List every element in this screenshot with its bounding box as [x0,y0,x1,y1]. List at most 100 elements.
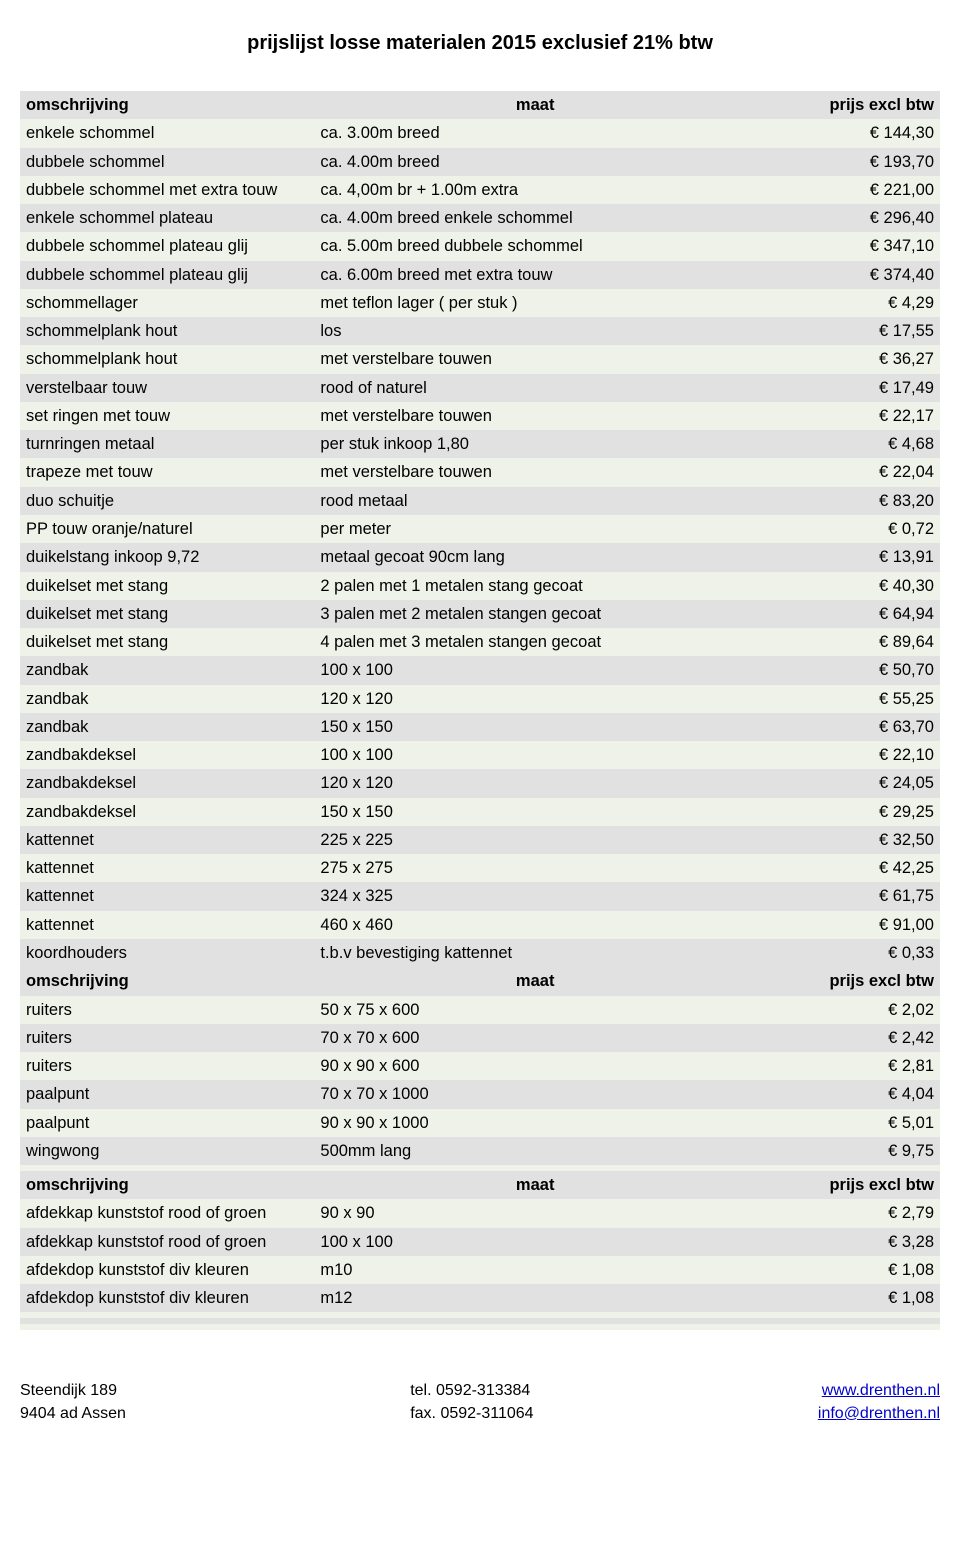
cell-maat: met teflon lager ( per stuk ) [314,289,756,317]
cell-maat: 4 palen met 3 metalen stangen gecoat [314,628,756,656]
footer-email-link[interactable]: info@drenthen.nl [818,1405,940,1422]
cell-omschrijving: paalpunt [20,1080,314,1108]
table-header-row: omschrijvingmaatprijs excl btw [20,967,940,995]
cell-prijs: € 17,49 [756,374,940,402]
cell-omschrijving: kattennet [20,882,314,910]
cell-prijs: € 24,05 [756,769,940,797]
table-row: dubbele schommel plateau glijca. 5.00m b… [20,232,940,260]
table-row: dubbele schommelca. 4.00m breed€ 193,70 [20,148,940,176]
cell-prijs: € 61,75 [756,882,940,910]
cell-prijs: € 144,30 [756,119,940,147]
cell-prijs: € 32,50 [756,826,940,854]
cell-maat: 90 x 90 [314,1199,756,1227]
column-header-maat: maat [314,1171,756,1199]
cell-omschrijving: afdekkap kunststof rood of groen [20,1199,314,1227]
cell-maat: ca. 3.00m breed [314,119,756,147]
cell-omschrijving: PP touw oranje/naturel [20,515,314,543]
cell-maat: ca. 4,00m br + 1.00m extra [314,176,756,204]
table-row: duikelset met stang3 palen met 2 metalen… [20,600,940,628]
cell-omschrijving: koordhouders [20,939,314,967]
cell-prijs: € 63,70 [756,713,940,741]
table-row: ruiters50 x 75 x 600€ 2,02 [20,996,940,1024]
cell-omschrijving: schommelplank hout [20,317,314,345]
table-row: set ringen met touwmet verstelbare touwe… [20,402,940,430]
cell-maat: rood of naturel [314,374,756,402]
cell-maat: ca. 4.00m breed [314,148,756,176]
cell-prijs: € 40,30 [756,572,940,600]
cell-prijs: € 374,40 [756,261,940,289]
cell-prijs [756,1324,940,1330]
cell-omschrijving: duikelset met stang [20,572,314,600]
cell-omschrijving: enkele schommel plateau [20,204,314,232]
cell-omschrijving: dubbele schommel plateau glij [20,261,314,289]
table-row: duikelstang inkoop 9,72metaal gecoat 90c… [20,543,940,571]
table-row: duo schuitjerood metaal€ 83,20 [20,487,940,515]
footer-website-link[interactable]: www.drenthen.nl [822,1382,940,1399]
column-header-omschrijving: omschrijving [20,967,314,995]
column-header-maat: maat [314,967,756,995]
footer-address-line1: Steendijk 189 [20,1380,126,1402]
table-row: verstelbaar touwrood of naturel€ 17,49 [20,374,940,402]
table-row: afdekdop kunststof div kleurenm12€ 1,08 [20,1284,940,1312]
cell-maat: 3 palen met 2 metalen stangen gecoat [314,600,756,628]
cell-omschrijving: duikelset met stang [20,600,314,628]
cell-maat: 70 x 70 x 1000 [314,1080,756,1108]
table-row: dubbele schommel plateau glijca. 6.00m b… [20,261,940,289]
cell-maat: 500mm lang [314,1137,756,1165]
cell-omschrijving: set ringen met touw [20,402,314,430]
cell-omschrijving: turnringen metaal [20,430,314,458]
cell-omschrijving: enkele schommel [20,119,314,147]
column-header-prijs: prijs excl btw [756,91,940,119]
cell-prijs: € 221,00 [756,176,940,204]
cell-prijs: € 83,20 [756,487,940,515]
column-header-maat: maat [314,91,756,119]
table-row: PP touw oranje/naturelper meter€ 0,72 [20,515,940,543]
cell-maat: m12 [314,1284,756,1312]
table-row: trapeze met touwmet verstelbare touwen€ … [20,458,940,486]
cell-omschrijving: ruiters [20,996,314,1024]
cell-omschrijving: verstelbaar touw [20,374,314,402]
cell-prijs: € 0,72 [756,515,940,543]
cell-prijs: € 347,10 [756,232,940,260]
cell-omschrijving [20,1324,314,1330]
cell-prijs: € 4,68 [756,430,940,458]
table-row: afdekkap kunststof rood of groen100 x 10… [20,1228,940,1256]
cell-maat: ca. 6.00m breed met extra touw [314,261,756,289]
table-row: zandbakdeksel100 x 100€ 22,10 [20,741,940,769]
cell-omschrijving: schommelplank hout [20,345,314,373]
cell-maat: 324 x 325 [314,882,756,910]
cell-maat: 100 x 100 [314,741,756,769]
page-footer: Steendijk 189 9404 ad Assen tel. 0592-31… [20,1380,940,1425]
cell-maat: 225 x 225 [314,826,756,854]
column-header-omschrijving: omschrijving [20,1171,314,1199]
footer-tel: tel. 0592-313384 [410,1380,533,1402]
cell-omschrijving: kattennet [20,826,314,854]
table-row: koordhouderst.b.v bevestiging kattennet€… [20,939,940,967]
cell-maat: rood metaal [314,487,756,515]
cell-maat: metaal gecoat 90cm lang [314,543,756,571]
table-row: enkele schommel plateauca. 4.00m breed e… [20,204,940,232]
table-row: enkele schommelca. 3.00m breed€ 144,30 [20,119,940,147]
cell-prijs: € 2,79 [756,1199,940,1227]
cell-maat: 460 x 460 [314,911,756,939]
cell-prijs: € 13,91 [756,543,940,571]
cell-maat: m10 [314,1256,756,1284]
table-row: zandbakdeksel120 x 120€ 24,05 [20,769,940,797]
cell-maat: 100 x 100 [314,656,756,684]
table-row: zandbak120 x 120€ 55,25 [20,685,940,713]
cell-omschrijving: wingwong [20,1137,314,1165]
cell-omschrijving: kattennet [20,854,314,882]
table-row: schommellagermet teflon lager ( per stuk… [20,289,940,317]
table-row: wingwong500mm lang€ 9,75 [20,1137,940,1165]
price-table: omschrijvingmaatprijs excl btwenkele sch… [20,91,940,1330]
cell-prijs: € 9,75 [756,1137,940,1165]
cell-prijs: € 22,04 [756,458,940,486]
table-row: paalpunt70 x 70 x 1000€ 4,04 [20,1080,940,1108]
cell-omschrijving: afdekdop kunststof div kleuren [20,1256,314,1284]
cell-maat: 150 x 150 [314,713,756,741]
cell-omschrijving: dubbele schommel met extra touw [20,176,314,204]
cell-prijs: € 91,00 [756,911,940,939]
cell-maat: per stuk inkoop 1,80 [314,430,756,458]
cell-maat: 90 x 90 x 1000 [314,1109,756,1137]
cell-prijs: € 89,64 [756,628,940,656]
